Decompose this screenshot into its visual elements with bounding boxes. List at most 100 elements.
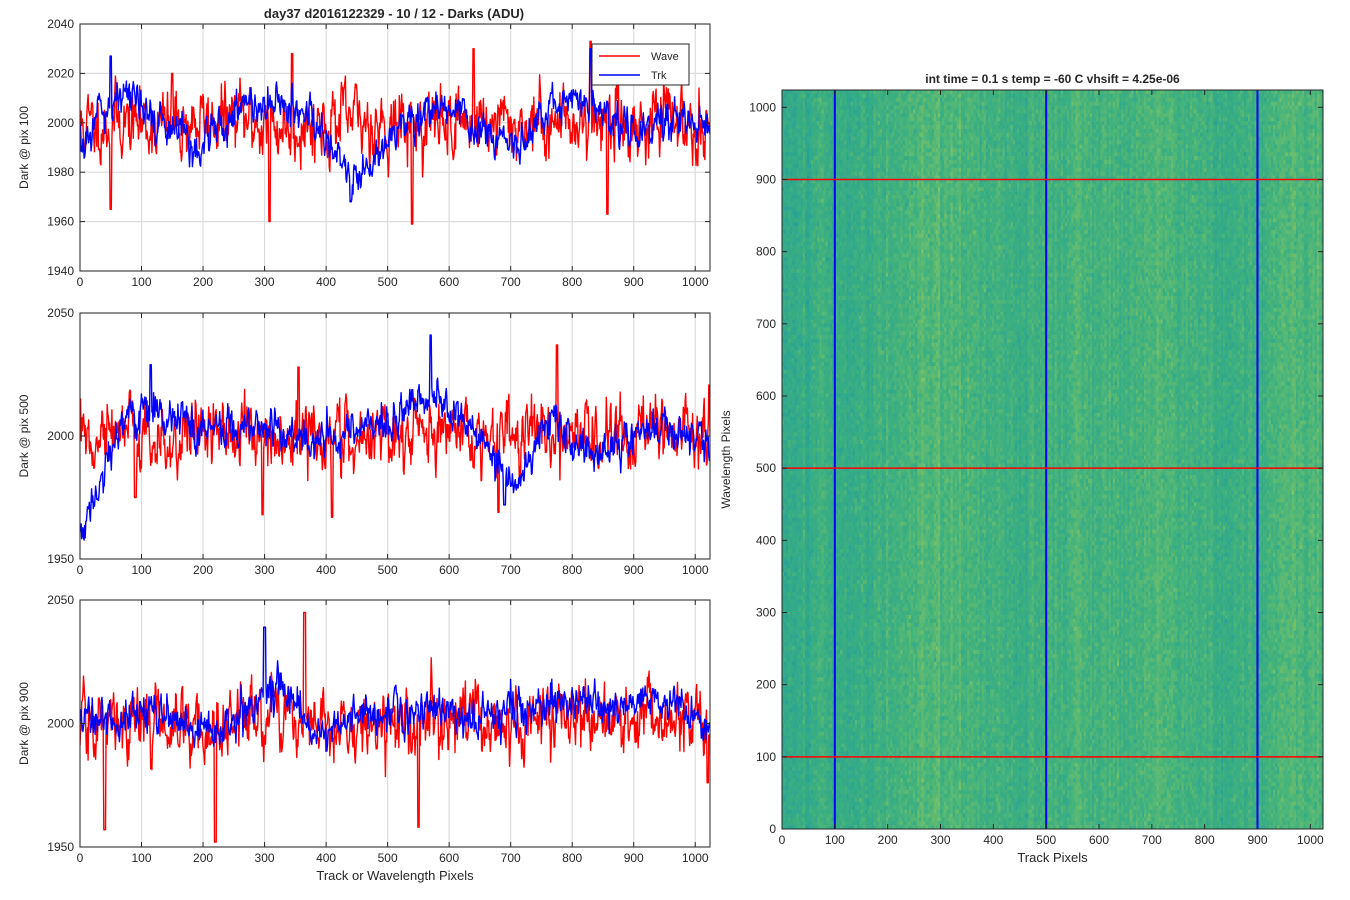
heatmap-cell xyxy=(822,498,824,502)
heatmap-cell xyxy=(824,304,826,308)
heatmap-cell xyxy=(824,759,826,763)
heatmap-cell xyxy=(805,794,807,798)
heatmap-cell xyxy=(786,557,788,561)
heatmap-cell xyxy=(822,428,824,432)
heatmap-cell xyxy=(794,545,796,549)
heatmap-cell xyxy=(828,98,830,102)
heatmap-cell xyxy=(803,199,805,203)
heatmap-cell xyxy=(826,421,828,425)
heatmap-cell xyxy=(824,401,826,405)
heatmap-cell xyxy=(792,557,794,561)
heatmap-cell xyxy=(786,518,788,522)
heatmap-cell xyxy=(803,806,805,810)
heatmap-cell xyxy=(797,635,799,639)
heatmap-cell xyxy=(788,300,790,304)
heatmap-cell xyxy=(819,90,821,94)
heatmap-cell xyxy=(828,763,830,767)
heatmap-cell xyxy=(805,810,807,814)
heatmap-cell xyxy=(826,732,828,736)
heatmap-cell xyxy=(813,331,815,335)
heatmap-cell xyxy=(799,319,801,323)
heatmap-cell xyxy=(822,312,824,316)
heatmap-cell xyxy=(799,689,801,693)
heatmap-cell xyxy=(794,806,796,810)
heatmap-cell xyxy=(826,568,828,572)
dark-pix-500-plot: 0 100 200 300 400 500 600 700 800 900 100019502000… xyxy=(17,306,710,577)
heatmap-cell xyxy=(807,160,809,164)
figure-title: day37 d2016122329 - 10 / 12 - Darks (ADU… xyxy=(264,6,524,21)
heatmap-cell xyxy=(805,732,807,736)
heatmap-cell xyxy=(790,677,792,681)
heatmap-cell xyxy=(813,366,815,370)
heatmap-cell xyxy=(784,156,786,160)
heatmap-cell xyxy=(790,728,792,732)
heatmap-cell xyxy=(813,479,815,483)
heatmap-cell xyxy=(819,389,821,393)
heatmap-cell xyxy=(822,195,824,199)
heatmap-cell xyxy=(792,327,794,331)
heatmap-cell xyxy=(803,623,805,627)
heatmap-cell xyxy=(809,199,811,203)
heatmap-cell xyxy=(794,144,796,148)
heatmap-cell xyxy=(803,495,805,499)
heatmap-cell xyxy=(805,109,807,113)
heatmap-cell xyxy=(801,596,803,600)
heatmap-cell xyxy=(830,576,832,580)
heatmap-cell xyxy=(817,510,819,514)
heatmap-cell xyxy=(813,666,815,670)
heatmap-cell xyxy=(824,382,826,386)
heatmap-cell xyxy=(828,191,830,195)
heatmap-cell xyxy=(822,292,824,296)
heatmap-cell xyxy=(830,148,832,152)
heatmap-cell xyxy=(799,747,801,751)
heatmap-cell xyxy=(817,401,819,405)
heatmap-cell xyxy=(830,397,832,401)
heatmap-cell xyxy=(786,409,788,413)
heatmap-cell xyxy=(788,195,790,199)
heatmap-cell xyxy=(805,483,807,487)
heatmap-cell xyxy=(786,732,788,736)
heatmap-cell xyxy=(815,794,817,798)
heatmap-cell xyxy=(784,483,786,487)
heatmap-cell xyxy=(790,417,792,421)
heatmap-cell xyxy=(790,767,792,771)
heatmap-cell xyxy=(822,650,824,654)
heatmap-cell xyxy=(797,343,799,347)
heatmap-cell xyxy=(805,775,807,779)
heatmap-cell xyxy=(826,522,828,526)
heatmap-cell xyxy=(815,510,817,514)
heatmap-cell xyxy=(819,218,821,222)
heatmap-cell xyxy=(797,545,799,549)
heatmap-cell xyxy=(797,541,799,545)
heatmap-cell xyxy=(790,98,792,102)
heatmap-cell xyxy=(807,565,809,569)
heatmap-cell xyxy=(792,677,794,681)
heatmap-cell xyxy=(803,261,805,265)
heatmap-cell xyxy=(807,386,809,390)
heatmap-cell xyxy=(792,619,794,623)
heatmap-cell xyxy=(826,253,828,257)
heatmap-cell xyxy=(807,673,809,677)
heatmap-cell xyxy=(788,701,790,705)
heatmap-cell xyxy=(786,440,788,444)
heatmap-cell xyxy=(815,751,817,755)
heatmap-cell xyxy=(807,230,809,234)
heatmap-cell xyxy=(815,798,817,802)
heatmap-cell xyxy=(801,432,803,436)
heatmap-cell xyxy=(819,129,821,133)
heatmap-cell xyxy=(830,125,832,129)
heatmap-cell xyxy=(801,312,803,316)
heatmap-cell xyxy=(824,736,826,740)
heatmap-cell xyxy=(788,728,790,732)
heatmap-cell xyxy=(784,382,786,386)
heatmap-cell xyxy=(828,207,830,211)
heatmap-cell xyxy=(811,568,813,572)
heatmap-cell xyxy=(830,183,832,187)
heatmap-cell xyxy=(792,580,794,584)
heatmap-cell xyxy=(817,106,819,110)
heatmap-cell xyxy=(824,561,826,565)
heatmap-cell xyxy=(830,642,832,646)
heatmap-cell xyxy=(784,495,786,499)
heatmap-cell xyxy=(817,137,819,141)
heatmap-cell xyxy=(784,743,786,747)
